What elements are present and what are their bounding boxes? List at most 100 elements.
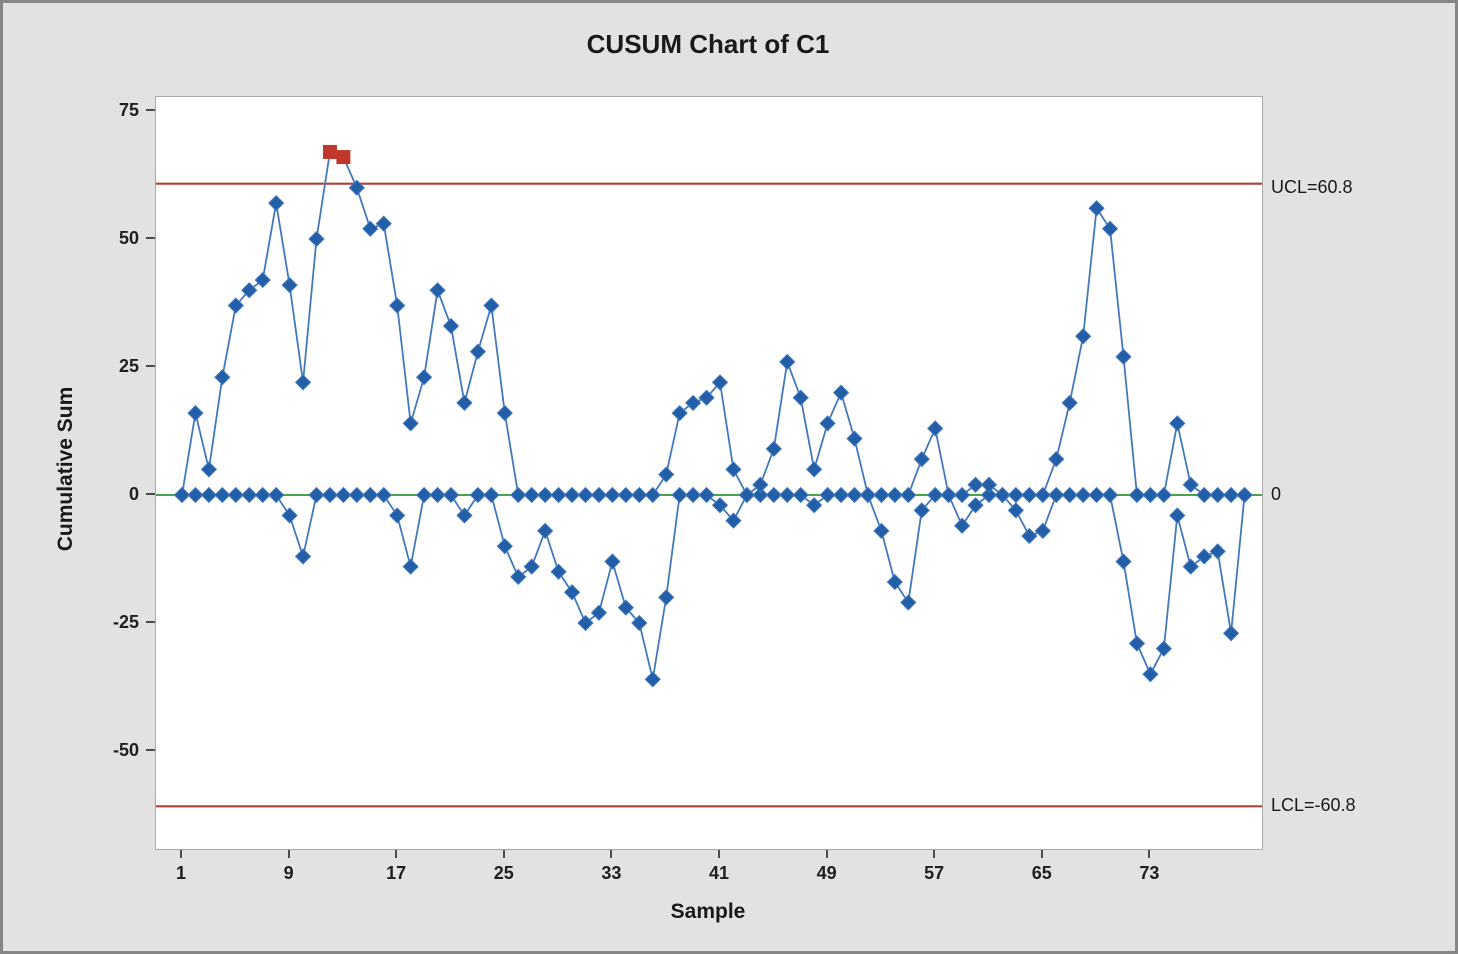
upper-cusum-point: [980, 476, 998, 493]
lower-cusum-point: [1169, 507, 1186, 524]
upper-cusum-point: [711, 374, 729, 391]
y-tick-mark: [146, 749, 155, 751]
y-tick-label: 25: [118, 356, 139, 376]
upper-cusum-point: [362, 220, 379, 237]
lower-cusum-point: [563, 584, 581, 601]
lcl-line-label: LCL=-60.8: [1271, 795, 1356, 815]
lower-cusum-point: [523, 558, 540, 575]
lower-cusum-point: [415, 486, 433, 504]
upper-cusum-point: [469, 343, 487, 360]
x-tick-label: 25: [493, 863, 514, 883]
upper-cusum-point: [523, 486, 540, 504]
x-tick-label: 9: [283, 863, 294, 883]
lower-cusum-point: [980, 486, 998, 504]
upper-cusum-point: [415, 369, 433, 386]
upper-cusum-point: [442, 317, 460, 335]
upper-cusum-point: [1169, 415, 1186, 432]
upper-cusum-point: [1128, 486, 1146, 504]
upper-cusum-point: [1088, 200, 1105, 217]
lower-cusum-point: [1061, 486, 1078, 504]
upper-cusum-point: [698, 389, 715, 406]
y-tick-label: 50: [118, 228, 139, 248]
upper-cusum-point: [1222, 486, 1240, 504]
upper-cusum-point: [1048, 451, 1065, 468]
upper-cusum-point: [348, 179, 365, 196]
y-tick-label: -25: [112, 612, 139, 632]
upper-cusum-point: [900, 486, 917, 504]
upper-cusum-point: [227, 297, 244, 314]
upper-cusum-point: [537, 486, 554, 504]
upper-cusum-point: [913, 451, 930, 468]
upper-cusum-point: [1021, 486, 1038, 504]
y-tick-mark: [146, 109, 155, 111]
lower-cusum-point: [241, 486, 258, 504]
lower-cusum-point: [846, 486, 863, 504]
lower-cusum-point: [644, 671, 661, 688]
upper-cusum-point: [752, 476, 769, 493]
upper-cusum-point: [684, 394, 702, 411]
lower-cusum-point: [1182, 558, 1199, 575]
x-tick-mark: [825, 850, 828, 858]
lower-cusum-point: [953, 517, 971, 534]
x-tick-label: 49: [816, 863, 837, 883]
upper-cusum-point: [725, 461, 742, 478]
upper-cusum-point: [550, 486, 567, 504]
lower-cusum-point: [496, 538, 513, 555]
upper-cusum-point: [1061, 394, 1078, 411]
upper-cusum-point: [254, 271, 271, 289]
upper-cusum-point: [738, 486, 756, 504]
x-tick-mark: [502, 850, 505, 858]
upper-cusum-point: [617, 486, 634, 504]
lower-cusum-point: [1075, 486, 1092, 504]
x-tick-mark: [718, 850, 720, 858]
y-tick-mark: [146, 365, 155, 367]
lower-cusum-point: [1155, 640, 1172, 657]
upper-cusum-point: [1007, 486, 1025, 504]
upper-cusum-line: [181, 150, 1245, 497]
x-tick-mark: [287, 850, 290, 858]
lower-cusum-line: [182, 494, 1246, 680]
upper-cusum-point: [496, 404, 513, 422]
upper-cusum-point: [214, 369, 231, 386]
lower-cusum-point: [362, 486, 379, 504]
lower-cusum-point: [1101, 486, 1119, 504]
y-tick-label: -50: [112, 740, 139, 760]
upper-cusum-point: [1115, 348, 1132, 365]
upper-cusum-point: [281, 276, 298, 294]
lower-cusum-point: [402, 558, 419, 575]
upper-cusum-point: [510, 486, 527, 504]
upper-cusum-point: [1155, 486, 1172, 504]
cusum-plot-canvas: [156, 144, 1262, 808]
lower-cusum-point: [227, 486, 244, 504]
x-tick-label: 65: [1031, 863, 1052, 883]
x-tick-label: 57: [924, 863, 945, 883]
out-of-control-point: [322, 144, 337, 159]
x-tick-mark: [180, 850, 182, 858]
y-tick-label: 0: [128, 484, 139, 504]
x-tick-label: 17: [386, 863, 407, 883]
upper-cusum-point: [832, 384, 850, 401]
lower-cusum-point: [510, 568, 527, 586]
upper-cusum-point: [886, 486, 903, 504]
lower-cusum-point: [200, 486, 218, 504]
lower-cusum-point: [469, 486, 487, 504]
upper-cusum-point: [806, 461, 823, 478]
upper-cusum-point: [187, 404, 204, 422]
lower-cusum-point: [725, 512, 742, 529]
upper-cusum-point: [577, 486, 594, 504]
upper-cusum-point: [846, 430, 863, 447]
upper-cusum-point: [779, 353, 796, 371]
lower-cusum-point: [321, 486, 339, 504]
upper-cusum-point: [967, 476, 984, 493]
lower-cusum-point: [281, 507, 298, 524]
lower-cusum-point: [308, 486, 325, 504]
upper-cusum-point: [268, 195, 285, 212]
lower-cusum-point: [927, 486, 944, 504]
lower-cusum-point: [1088, 486, 1105, 504]
upper-cusum-point: [173, 486, 191, 504]
lower-cusum-point: [819, 486, 836, 504]
lower-cusum-point: [1142, 666, 1159, 683]
upper-cusum-point: [1075, 328, 1092, 345]
upper-cusum-point: [200, 461, 218, 478]
